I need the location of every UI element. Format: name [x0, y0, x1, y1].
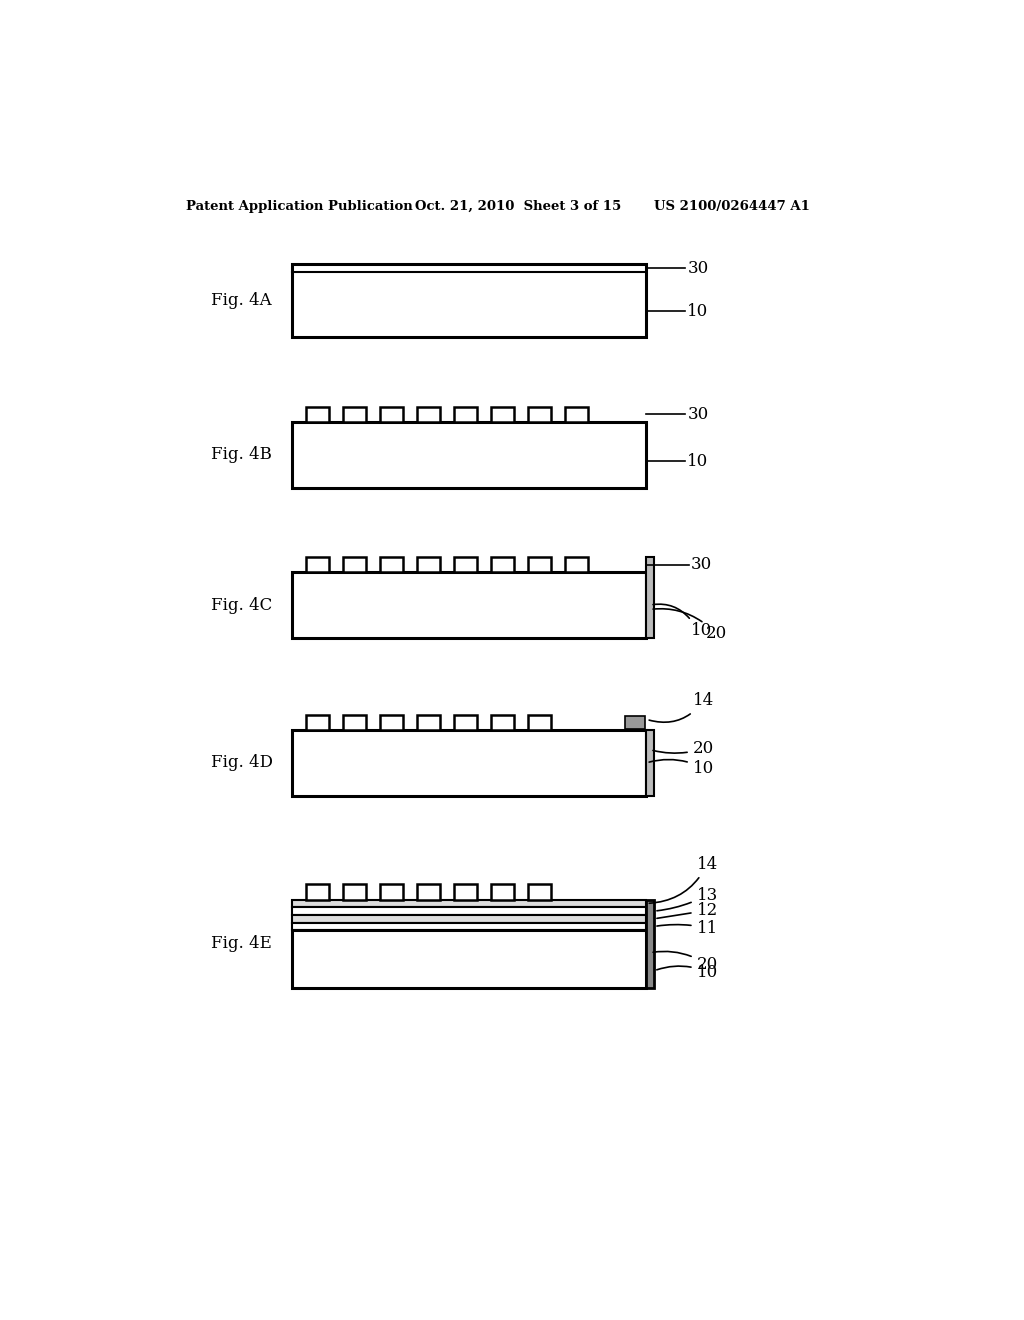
Bar — [306, 407, 330, 422]
Bar — [490, 557, 514, 573]
Bar — [292, 931, 646, 989]
Bar — [417, 557, 440, 573]
Bar — [292, 730, 646, 796]
Bar — [454, 407, 477, 422]
Bar — [417, 884, 440, 899]
Text: US 2100/0264447 A1: US 2100/0264447 A1 — [654, 199, 810, 213]
Bar — [625, 717, 645, 729]
Bar — [380, 714, 403, 730]
Bar — [292, 915, 646, 923]
Bar — [646, 557, 654, 638]
Text: 10: 10 — [649, 759, 714, 776]
Text: 11: 11 — [657, 920, 718, 937]
Bar — [490, 407, 514, 422]
Bar — [343, 407, 367, 422]
Text: Oct. 21, 2010  Sheet 3 of 15: Oct. 21, 2010 Sheet 3 of 15 — [416, 199, 622, 213]
Bar — [380, 557, 403, 573]
Bar — [417, 714, 440, 730]
Text: 14: 14 — [649, 693, 714, 722]
Bar — [454, 557, 477, 573]
Text: 20: 20 — [653, 952, 718, 973]
Bar — [292, 923, 646, 931]
Bar — [292, 422, 646, 487]
Bar — [490, 714, 514, 730]
Bar — [528, 407, 551, 422]
Bar — [528, 714, 551, 730]
Bar — [528, 557, 551, 573]
Bar — [292, 573, 646, 638]
Bar — [292, 907, 646, 915]
Bar — [306, 714, 330, 730]
Text: Fig. 4D: Fig. 4D — [211, 754, 273, 771]
Text: 10: 10 — [656, 964, 718, 981]
Bar — [343, 714, 367, 730]
Bar — [380, 407, 403, 422]
Bar — [306, 557, 330, 573]
Text: 14: 14 — [649, 855, 718, 903]
Bar — [417, 407, 440, 422]
Text: Patent Application Publication: Patent Application Publication — [186, 199, 413, 213]
Text: Fig. 4C: Fig. 4C — [211, 597, 272, 614]
Bar — [380, 884, 403, 899]
Bar — [565, 557, 588, 573]
Text: 10: 10 — [687, 302, 709, 319]
Text: 13: 13 — [657, 887, 718, 911]
Bar — [343, 884, 367, 899]
Text: Fig. 4B: Fig. 4B — [211, 446, 272, 463]
Bar — [454, 884, 477, 899]
Bar — [343, 557, 367, 573]
Text: 20: 20 — [706, 624, 727, 642]
Bar — [646, 730, 654, 796]
Text: 20: 20 — [653, 741, 714, 758]
Text: 30: 30 — [687, 260, 709, 277]
Bar — [454, 714, 477, 730]
Text: Fig. 4E: Fig. 4E — [211, 936, 272, 952]
Bar — [490, 884, 514, 899]
Bar — [646, 899, 654, 989]
Text: 10: 10 — [687, 453, 709, 470]
Bar — [528, 884, 551, 899]
Text: 30: 30 — [691, 556, 713, 573]
Text: 30: 30 — [687, 407, 709, 422]
Text: 10: 10 — [691, 622, 713, 639]
Bar — [292, 899, 646, 907]
Text: Fig. 4A: Fig. 4A — [211, 292, 272, 309]
Bar — [565, 407, 588, 422]
Bar — [292, 264, 646, 338]
Text: 12: 12 — [657, 902, 718, 919]
Bar — [306, 884, 330, 899]
